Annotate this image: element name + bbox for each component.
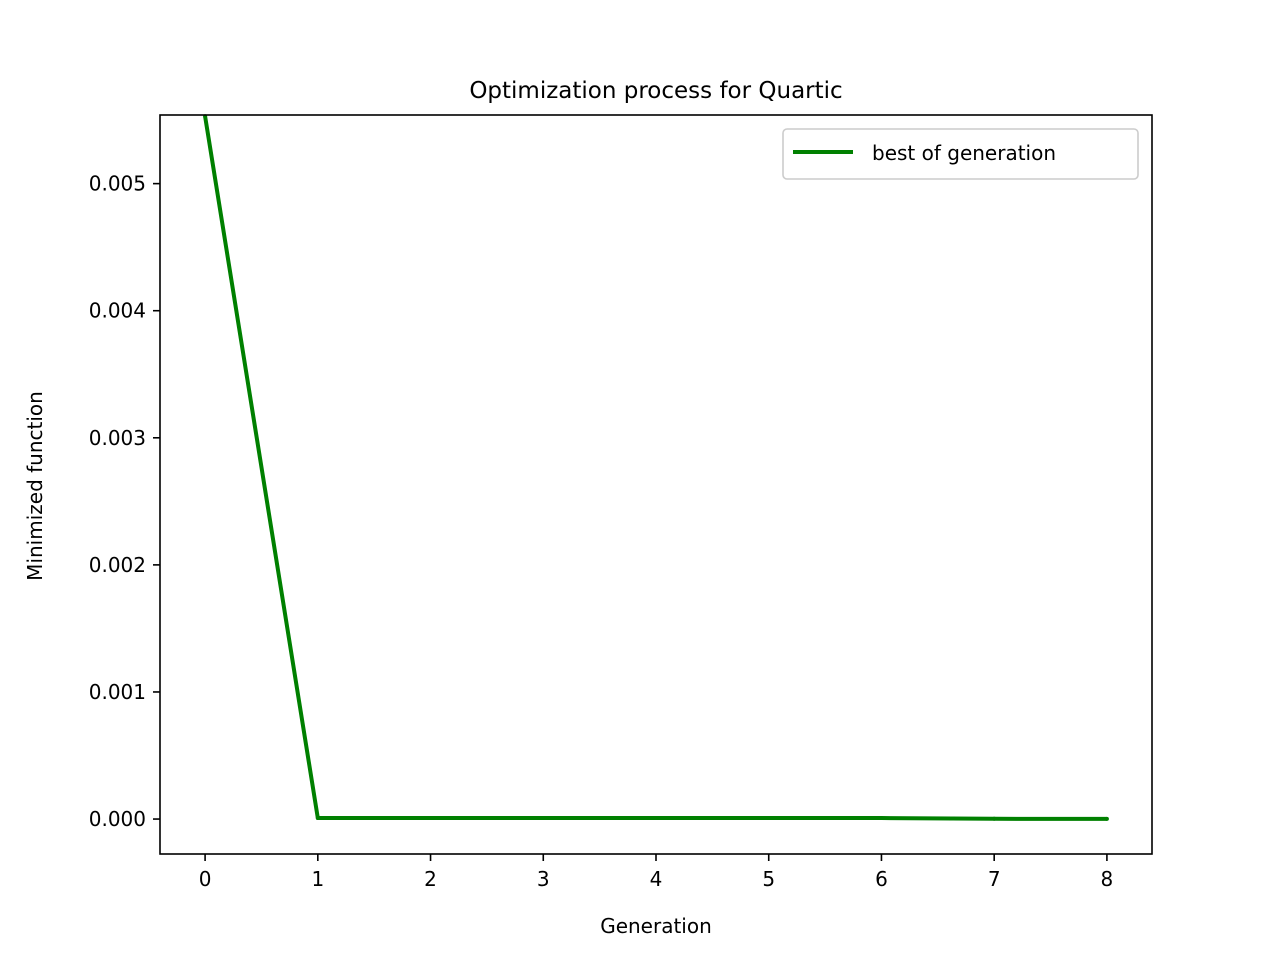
- y-tick-label: 0.004: [89, 299, 146, 323]
- data-point: [428, 816, 433, 821]
- data-point: [541, 816, 546, 821]
- x-axis-label: Generation: [600, 914, 712, 938]
- chart-title: Optimization process for Quartic: [469, 78, 842, 104]
- x-tick-label: 0: [199, 867, 212, 891]
- x-tick-label: 5: [762, 867, 775, 891]
- data-point: [992, 816, 997, 821]
- data-point: [315, 816, 320, 821]
- x-tick-label: 4: [650, 867, 663, 891]
- plot-area: [160, 115, 1152, 854]
- data-point: [766, 816, 771, 821]
- y-tick-label: 0.001: [89, 680, 146, 704]
- x-tick-label: 6: [875, 867, 888, 891]
- plot-frame: [159, 114, 1153, 855]
- data-point: [879, 816, 884, 821]
- x-tick-label: 2: [424, 867, 437, 891]
- y-tick-label: 0.005: [89, 172, 146, 196]
- series-layer: [203, 114, 1109, 821]
- x-axis-ticks: 0 1 2 3 4 5 6 7 8: [199, 854, 1114, 891]
- y-tick-label: 0.003: [89, 426, 146, 450]
- legend: best of generation: [782, 128, 1139, 180]
- x-tick-label: 1: [311, 867, 324, 891]
- y-axis-ticks: 0.000 0.001 0.002 0.003 0.004 0.005: [89, 172, 160, 831]
- y-tick-label: 0.002: [89, 553, 146, 577]
- x-tick-label: 3: [537, 867, 550, 891]
- data-point: [654, 816, 658, 821]
- data-point: [1104, 816, 1109, 821]
- legend-label: best of generation: [872, 141, 1056, 165]
- y-axis-label: Minimized function: [23, 391, 47, 581]
- legend-frame: [782, 128, 1139, 180]
- y-tick-label: 0.000: [89, 807, 146, 831]
- plot-background: [160, 115, 1152, 854]
- x-tick-label: 8: [1101, 867, 1114, 891]
- x-tick-label: 7: [988, 867, 1001, 891]
